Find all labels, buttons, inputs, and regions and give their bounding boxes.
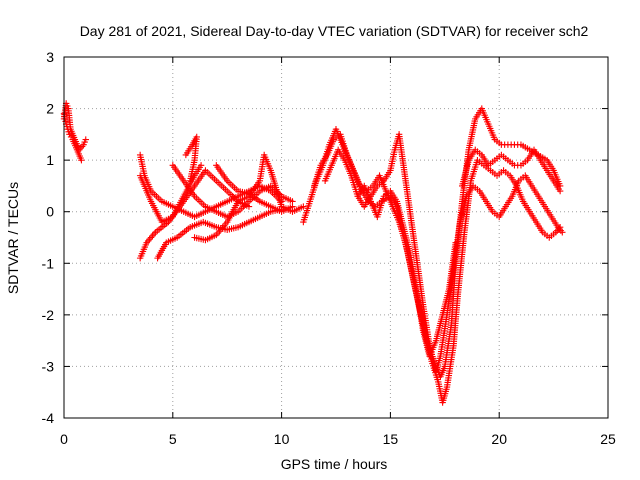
series-track11: [300, 105, 564, 380]
series-track15: [459, 146, 564, 195]
y-axis-label: SDTVAR / TECUs: [5, 182, 21, 294]
data-points: [60, 100, 566, 406]
series-track6: [154, 205, 285, 262]
y-tick-label: -3: [42, 358, 55, 374]
data-point: [197, 162, 205, 169]
plot-frame: [63, 56, 609, 419]
x-tick-label: 15: [383, 431, 399, 447]
x-tick-label: 20: [491, 431, 507, 447]
x-tick-label: 0: [60, 431, 68, 447]
y-tick-label: 2: [46, 101, 54, 117]
series-track14: [354, 182, 459, 360]
x-tick-label: 25: [600, 431, 616, 447]
data-point: [556, 187, 564, 195]
chart-title: Day 281 of 2021, Sidereal Day-to-day VTE…: [80, 23, 589, 39]
x-tick-label: 5: [169, 431, 177, 447]
data-point: [452, 239, 459, 246]
series-track9: [191, 151, 307, 244]
grid: [64, 57, 608, 418]
data-point: [78, 156, 85, 164]
y-tick-label: -4: [42, 410, 55, 426]
data-point: [82, 136, 89, 143]
y-tick-label: 1: [46, 152, 54, 168]
series-track13: [321, 131, 566, 375]
y-tick-label: -2: [42, 307, 55, 323]
series-track10: [213, 162, 296, 215]
series-track8: [182, 133, 200, 184]
data-point: [300, 203, 307, 210]
y-tick-label: 0: [46, 204, 54, 220]
y-tick-label: -1: [42, 255, 55, 271]
data-point: [289, 203, 296, 210]
data-point: [187, 177, 194, 184]
data-point: [559, 229, 566, 236]
x-axis-label: GPS time / hours: [281, 456, 388, 472]
x-tick-label: 10: [274, 431, 290, 447]
y-tick-label: 3: [46, 49, 54, 65]
